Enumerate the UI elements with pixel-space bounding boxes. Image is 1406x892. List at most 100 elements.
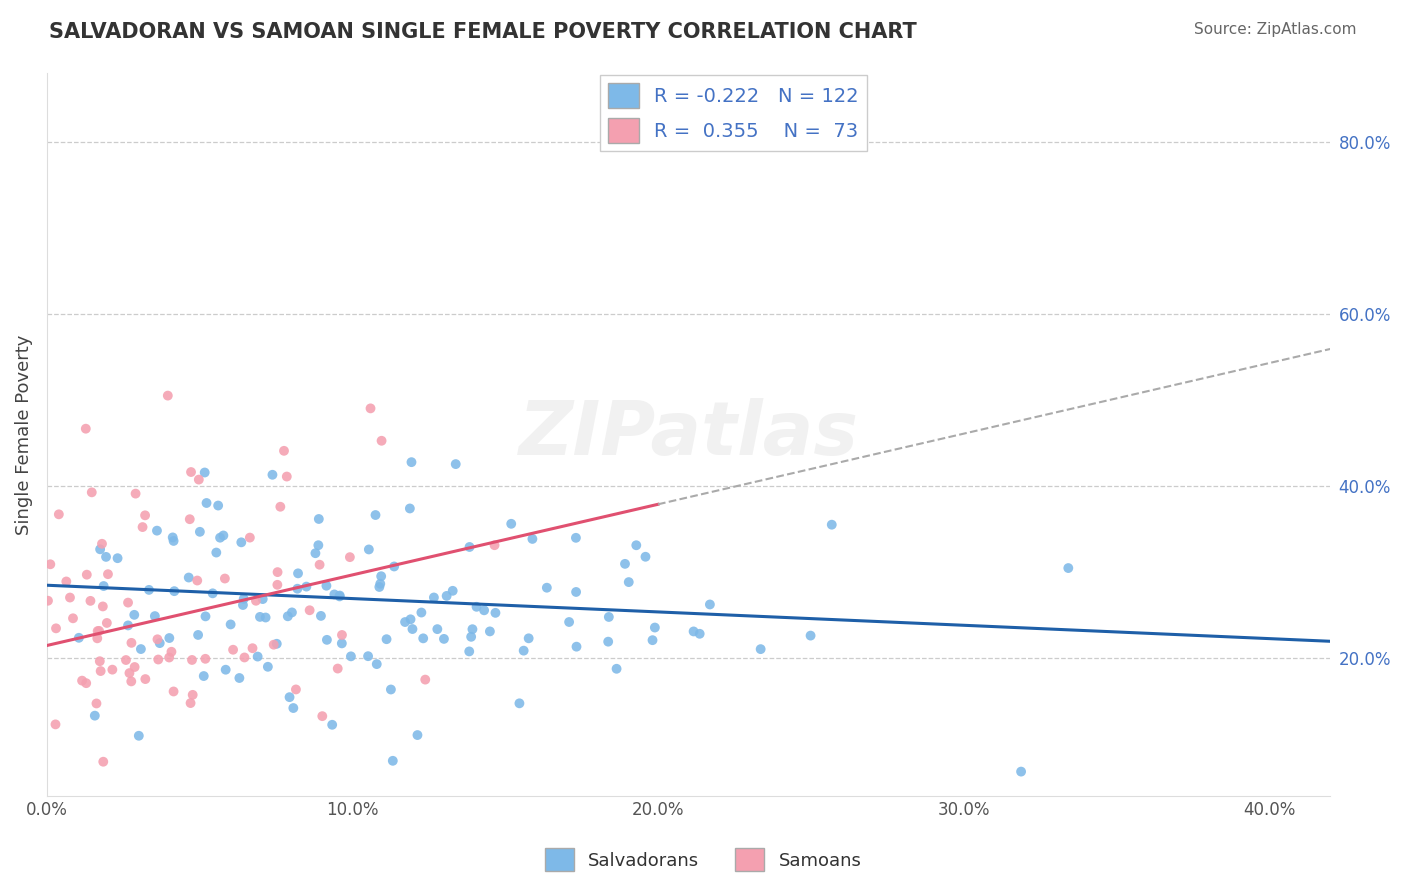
- Point: [186, 574, 208, 588]
- Point: [617, 575, 640, 590]
- Point: [83, 708, 105, 723]
- Point: [536, 581, 558, 595]
- Point: [399, 612, 422, 626]
- Point: [614, 557, 637, 571]
- Point: [368, 576, 391, 591]
- Point: [284, 682, 307, 697]
- Point: [162, 530, 184, 544]
- Point: [86, 624, 108, 638]
- Point: [239, 531, 262, 545]
- Point: [330, 636, 353, 650]
- Point: [93, 579, 115, 593]
- Point: [219, 617, 242, 632]
- Point: [458, 540, 481, 554]
- Point: [134, 508, 156, 523]
- Point: [517, 632, 540, 646]
- Point: [287, 566, 309, 581]
- Point: [162, 684, 184, 698]
- Point: [94, 549, 117, 564]
- Point: [257, 660, 280, 674]
- Point: [233, 650, 256, 665]
- Point: [522, 532, 544, 546]
- Point: [281, 606, 304, 620]
- Point: [157, 631, 180, 645]
- Point: [67, 631, 90, 645]
- Point: [413, 673, 436, 687]
- Point: [115, 653, 138, 667]
- Point: [484, 538, 506, 552]
- Point: [295, 580, 318, 594]
- Point: [75, 676, 97, 690]
- Point: [181, 688, 204, 702]
- Point: [565, 640, 588, 654]
- Point: [120, 674, 142, 689]
- Point: [598, 634, 620, 648]
- Point: [89, 654, 111, 668]
- Point: [323, 587, 346, 601]
- Point: [107, 551, 129, 566]
- Point: [180, 465, 202, 479]
- Point: [366, 657, 388, 672]
- Point: [277, 609, 299, 624]
- Point: [266, 578, 288, 592]
- Point: [460, 630, 482, 644]
- Point: [316, 632, 339, 647]
- Point: [87, 624, 110, 638]
- Point: [205, 545, 228, 559]
- Point: [59, 591, 82, 605]
- Point: [626, 538, 648, 552]
- Point: [307, 538, 329, 552]
- Point: [252, 592, 274, 607]
- Point: [699, 598, 721, 612]
- Point: [441, 583, 464, 598]
- Point: [558, 615, 581, 629]
- Point: [444, 457, 467, 471]
- Legend: R = -0.222   N = 122, R =  0.355    N =  73: R = -0.222 N = 122, R = 0.355 N = 73: [600, 76, 868, 151]
- Point: [194, 652, 217, 666]
- Point: [426, 622, 449, 636]
- Point: [254, 610, 277, 624]
- Point: [382, 559, 405, 574]
- Point: [242, 641, 264, 656]
- Point: [245, 594, 267, 608]
- Point: [311, 709, 333, 723]
- Point: [364, 508, 387, 522]
- Point: [512, 643, 534, 657]
- Text: Source: ZipAtlas.com: Source: ZipAtlas.com: [1194, 22, 1357, 37]
- Point: [231, 535, 253, 549]
- Point: [357, 542, 380, 557]
- Point: [157, 650, 180, 665]
- Point: [96, 615, 118, 630]
- Point: [370, 569, 392, 583]
- Point: [411, 606, 433, 620]
- Point: [91, 537, 114, 551]
- Point: [508, 696, 530, 710]
- Point: [91, 599, 114, 614]
- Point: [128, 729, 150, 743]
- Point: [179, 512, 201, 526]
- Point: [380, 682, 402, 697]
- Point: [117, 596, 139, 610]
- Point: [360, 401, 382, 416]
- Point: [149, 636, 172, 650]
- Point: [501, 516, 523, 531]
- Point: [134, 672, 156, 686]
- Point: [86, 697, 108, 711]
- Point: [89, 542, 111, 557]
- Point: [163, 584, 186, 599]
- Point: [308, 512, 330, 526]
- Point: [143, 609, 166, 624]
- Point: [97, 567, 120, 582]
- Point: [262, 467, 284, 482]
- Point: [315, 579, 337, 593]
- Point: [131, 520, 153, 534]
- Point: [146, 632, 169, 647]
- Point: [1010, 764, 1032, 779]
- Point: [195, 496, 218, 510]
- Point: [401, 455, 423, 469]
- Point: [399, 501, 422, 516]
- Point: [138, 582, 160, 597]
- Point: [357, 649, 380, 664]
- Point: [55, 574, 77, 589]
- Point: [1057, 561, 1080, 575]
